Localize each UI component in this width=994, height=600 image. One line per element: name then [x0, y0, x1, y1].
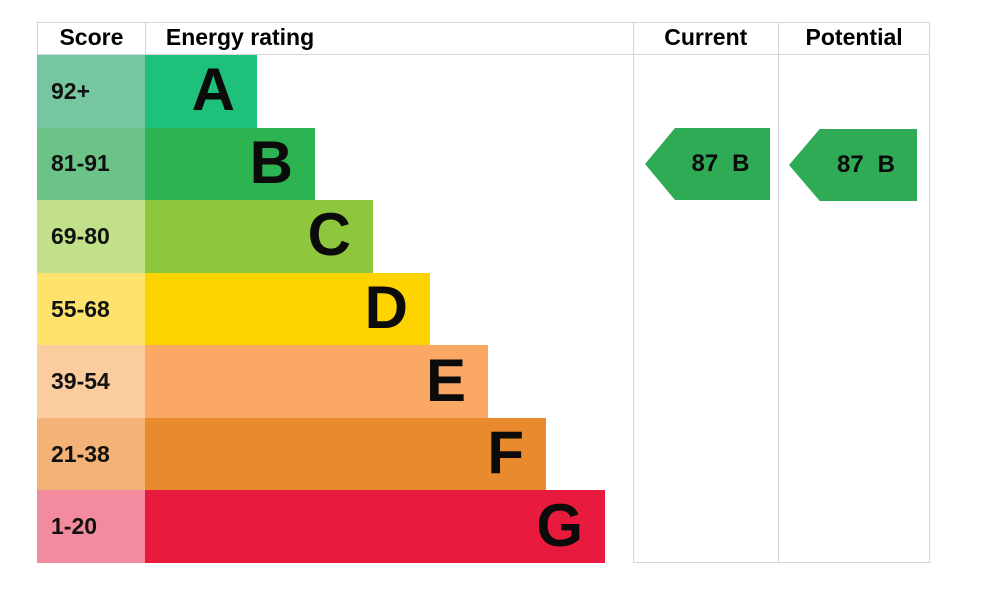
epc-table: Score Energy rating Current Potential 92… [37, 22, 930, 564]
table-header: Score Energy rating Current Potential [37, 22, 930, 55]
band-e-bar: E [145, 345, 488, 418]
current-rating-value: 87 [691, 150, 719, 177]
band-b-letter: B [249, 128, 293, 196]
band-f-score-range: 21-38 [37, 417, 145, 491]
band-g-bar: G [145, 490, 605, 564]
band-c-bar: C [145, 200, 373, 273]
band-row-b: 81-91 B [37, 127, 633, 201]
potential-rating-value: 87 [836, 151, 864, 178]
band-e-letter: E [425, 346, 466, 414]
band-a-bar: A [145, 55, 257, 128]
current-rating-arrow: 87 B [645, 128, 770, 200]
band-b-bar: B [145, 127, 315, 201]
band-row-c: 69-80 C [37, 200, 633, 273]
band-e-score-range: 39-54 [37, 345, 145, 418]
band-d-score-range: 55-68 [37, 272, 145, 346]
band-row-f: 21-38 F [37, 417, 633, 491]
band-b-score-range: 81-91 [37, 127, 145, 201]
band-g-score-range: 1-20 [37, 490, 145, 564]
potential-rating-letter: B [877, 151, 896, 178]
band-c-score-range: 69-80 [37, 200, 145, 273]
band-f-bar: F [145, 417, 546, 491]
potential-column-divider [778, 22, 779, 563]
band-row-e: 39-54 E [37, 345, 633, 418]
header-current: Current [664, 24, 748, 50]
band-d-letter: D [364, 274, 408, 342]
band-row-d: 55-68 D [37, 272, 633, 346]
header-energy-rating: Energy rating [165, 24, 315, 50]
band-g-letter: G [536, 491, 583, 559]
band-row-a: 92+ A [37, 55, 633, 128]
header-score: Score [38, 23, 146, 54]
current-column-divider [633, 22, 634, 563]
current-rating-letter: B [732, 150, 750, 177]
band-c-letter: C [307, 201, 351, 269]
table-right-border [929, 22, 930, 563]
table-bottom-border [633, 562, 930, 563]
bands-area: 92+ A 81-91 B 69-80 C 55-68 D [37, 55, 633, 564]
band-a-score-range: 92+ [37, 55, 145, 128]
potential-rating-arrow: 87 B [789, 129, 917, 201]
band-d-bar: D [145, 272, 430, 346]
band-row-g: 1-20 G [37, 490, 633, 564]
band-f-letter: F [487, 419, 524, 487]
band-a-letter: A [191, 56, 235, 124]
header-potential: Potential [805, 24, 903, 50]
